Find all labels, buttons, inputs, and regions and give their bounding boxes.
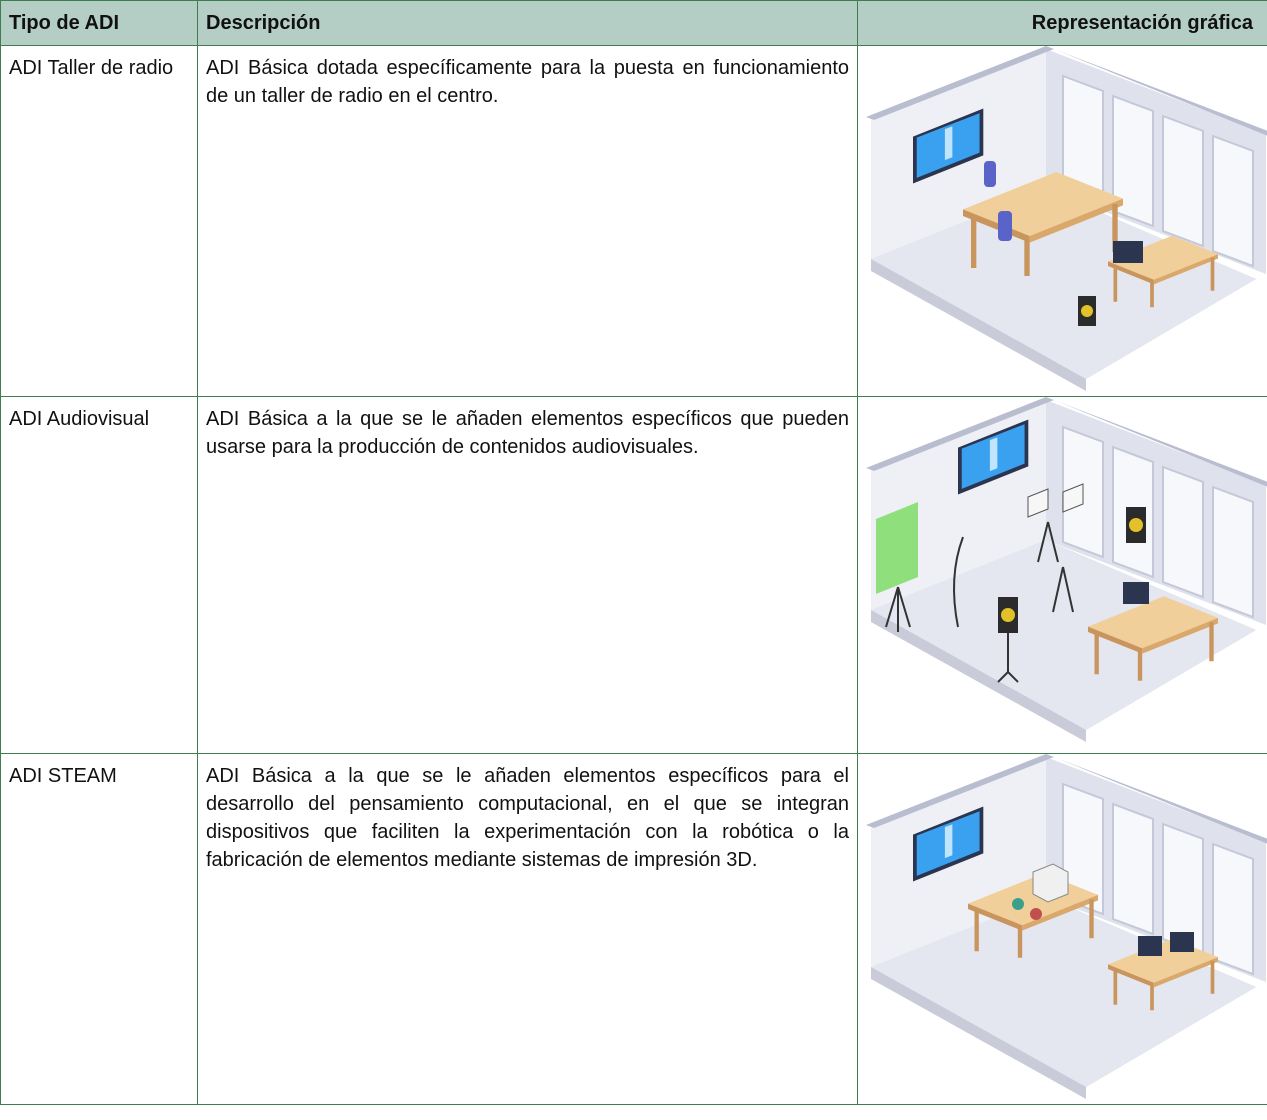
- header-cell: Tipo de ADI: [0, 0, 198, 46]
- description-cell: ADI Básica dotada específicamente para l…: [197, 45, 858, 397]
- image-cell: [857, 753, 1267, 1105]
- table-row: ADI STEAM ADI Básica a la que se le añad…: [0, 753, 1267, 1105]
- room-illustration: [865, 754, 1267, 1100]
- type-cell: ADI STEAM: [0, 753, 198, 1105]
- table-row: ADI Taller de radio ADI Básica dotada es…: [0, 45, 1267, 397]
- image-cell: [857, 45, 1267, 397]
- type-cell: ADI Taller de radio: [0, 45, 198, 397]
- description-cell: ADI Básica a la que se le añaden element…: [197, 396, 858, 754]
- header-row: Tipo de ADI Descripción Representación g…: [0, 0, 1267, 46]
- room-illustration: [865, 46, 1267, 392]
- table-row: ADI Audiovisual ADI Básica a la que se l…: [0, 396, 1267, 754]
- image-cell: [857, 396, 1267, 754]
- description-cell: ADI Básica a la que se le añaden element…: [197, 753, 858, 1105]
- room-illustration: [865, 397, 1267, 743]
- type-cell: ADI Audiovisual: [0, 396, 198, 754]
- header-cell: Descripción: [197, 0, 858, 46]
- header-cell: Representación gráfica: [857, 0, 1267, 46]
